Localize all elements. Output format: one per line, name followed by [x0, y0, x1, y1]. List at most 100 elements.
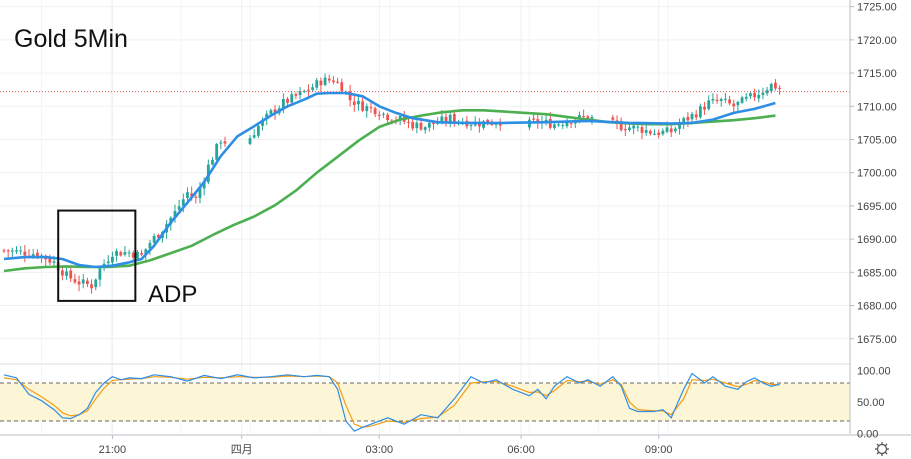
candle-body — [578, 115, 581, 120]
stochastic-tick-label: 0.00 — [857, 429, 878, 441]
candle-body — [769, 83, 773, 92]
time-tick-label: 21:00 — [99, 444, 127, 456]
stochastic-d-line — [3, 375, 780, 428]
candle-body — [440, 116, 444, 123]
price-tick-label: 1680.00 — [857, 301, 897, 313]
adp-annotation: ADP — [148, 281, 197, 308]
candle-body — [69, 270, 73, 279]
candle-body — [427, 122, 431, 128]
candle-body — [628, 127, 631, 131]
candle-body — [636, 126, 640, 128]
candle-body — [544, 119, 548, 121]
candle-body — [10, 250, 14, 252]
candle-body — [119, 252, 123, 256]
candle-body — [319, 80, 323, 86]
settings-gear-icon[interactable] — [875, 442, 889, 456]
candle-body — [582, 116, 586, 118]
candle-body — [707, 100, 711, 109]
candle-body — [469, 125, 473, 127]
candle-body — [352, 101, 356, 105]
candle-body — [719, 99, 723, 101]
stochastic-tick-label: 100.00 — [857, 365, 891, 377]
candle-body — [640, 127, 644, 133]
candle-body — [423, 127, 427, 131]
candle-body — [753, 92, 756, 98]
candle-body — [648, 131, 652, 134]
candle-body — [77, 281, 81, 285]
candle-body — [569, 123, 573, 125]
candle-body — [273, 109, 277, 113]
candle-body — [698, 106, 702, 118]
candle-body — [749, 93, 752, 97]
moving-averages — [3, 91, 776, 273]
candle-body — [661, 130, 665, 135]
price-tick-label: 1695.00 — [857, 201, 897, 213]
candle-body — [590, 116, 594, 119]
overlays — [0, 91, 850, 302]
candle-body — [657, 132, 661, 136]
candle-body — [211, 159, 214, 165]
stochastic-lines — [3, 372, 780, 432]
candle-body — [81, 279, 85, 284]
candle-body — [357, 100, 360, 105]
candle-body — [31, 254, 35, 257]
grid — [0, 0, 850, 434]
candle-body — [494, 123, 498, 125]
candle-body — [90, 284, 93, 289]
price-tick-label: 1675.00 — [857, 334, 897, 346]
candle-body — [219, 142, 223, 144]
candle-body — [382, 113, 385, 115]
candle-body — [365, 106, 369, 112]
candle-body — [202, 181, 206, 189]
candle-body — [6, 250, 10, 252]
candle-body — [148, 242, 152, 249]
candle-body — [19, 250, 23, 252]
candle-body — [407, 121, 410, 123]
candle-body — [369, 107, 373, 109]
candle-body — [307, 89, 310, 91]
candle-body — [265, 113, 269, 119]
candle-body — [340, 82, 344, 91]
candle-body — [744, 96, 748, 99]
candle-body — [765, 90, 769, 94]
candle-body — [223, 141, 227, 144]
candle-body — [386, 114, 390, 121]
candle-body — [611, 117, 615, 120]
candle-body — [377, 114, 381, 116]
candle-body — [15, 250, 18, 252]
ma-fast-line — [3, 91, 776, 269]
candle-body — [694, 114, 698, 118]
candle-body — [127, 252, 131, 254]
candle-body — [73, 279, 77, 283]
candle-body — [294, 94, 298, 96]
candle-body — [336, 81, 339, 83]
candle-body — [557, 124, 561, 126]
candle-body — [498, 123, 502, 126]
candle-body — [419, 122, 423, 130]
stochastic-tick-label: 50.00 — [857, 397, 885, 409]
candle-body — [778, 87, 782, 89]
candle-body — [315, 80, 319, 88]
candle-body — [532, 118, 535, 120]
candle-body — [482, 121, 485, 128]
candle-body — [136, 251, 139, 259]
candle-body — [86, 280, 89, 285]
candle-body — [361, 101, 365, 111]
candle-body — [2, 250, 6, 252]
price-tick-label: 1685.00 — [857, 267, 897, 279]
candle-body — [415, 122, 419, 129]
candle-body — [561, 125, 565, 127]
candle-body — [298, 91, 302, 96]
candle-body — [728, 99, 731, 104]
candle-body — [190, 193, 194, 197]
candle-body — [256, 125, 260, 136]
candle-body — [586, 116, 590, 120]
candle-body — [311, 87, 314, 90]
candle-body — [65, 271, 68, 276]
candle-body — [711, 98, 715, 101]
price-tick-label: 1705.00 — [857, 134, 897, 146]
candle-body — [290, 94, 294, 103]
candle-body — [678, 124, 681, 129]
